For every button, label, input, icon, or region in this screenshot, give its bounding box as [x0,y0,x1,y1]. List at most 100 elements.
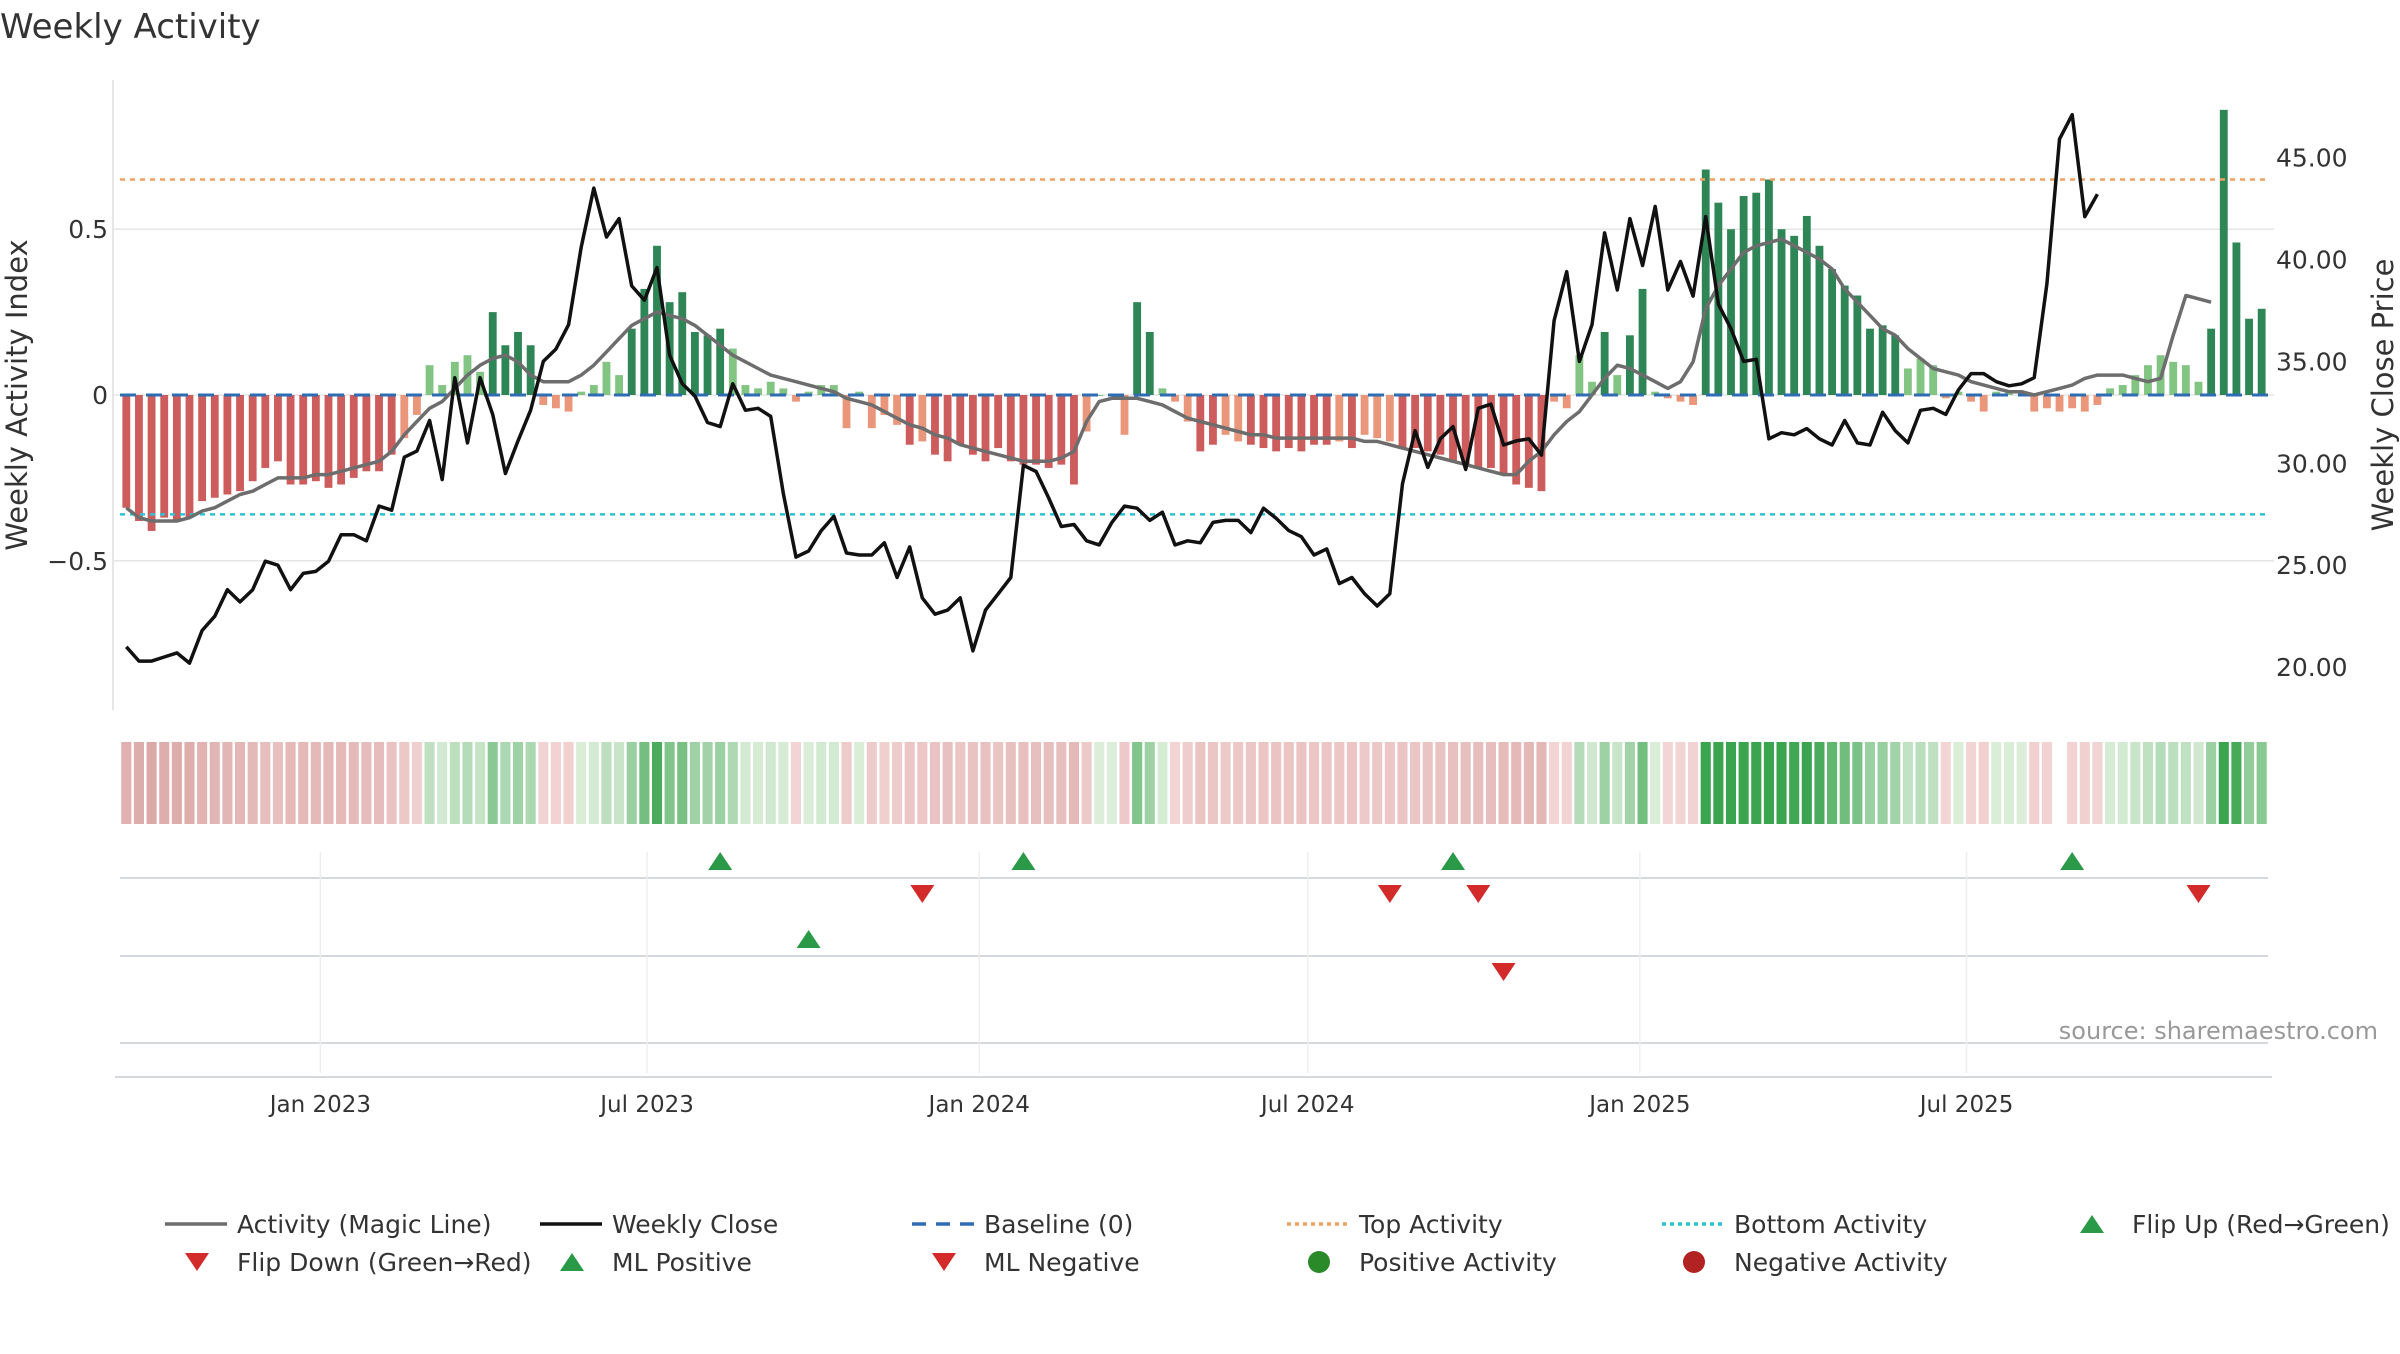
activity-bar [1727,229,1735,395]
heat-cell [955,742,966,824]
activity-bar [1360,395,1369,435]
y-right-tick-label: 35.00 [2276,347,2348,376]
chart-title: Weekly Activity [0,7,261,47]
heat-cell [121,742,132,824]
activity-bar [968,395,977,455]
heat-cell [1599,742,1610,824]
activity-bar [1828,269,1836,395]
heat-cell [727,742,738,824]
activity-bar [766,381,775,395]
heat-cell [2231,742,2242,824]
activity-bar [261,395,270,468]
heat-cell [993,742,1004,824]
activity-bar [1967,395,1975,402]
activity-bar [1941,395,1950,399]
heat-cell [917,742,928,824]
activity-bar [1891,335,1900,395]
heat-cell [1043,742,1054,824]
activity-bar [1651,391,1660,395]
flip-up-marker [1011,852,1036,870]
heat-cell [1182,742,1193,824]
heat-cell [2067,742,2078,824]
activity-bar [2068,395,2077,409]
heat-cell [942,742,953,824]
legend-label-ml-neg: ML Negative [984,1248,1140,1277]
y-right-tick-label: 45.00 [2276,143,2348,172]
heat-cell [171,742,182,824]
activity-bar [311,395,320,482]
activity-bar [1284,395,1293,449]
legend-label-neg-act: Negative Activity [1734,1248,1948,1277]
heat-cell [449,742,460,824]
heat-cell [1081,742,1092,824]
activity-bar [1398,395,1407,449]
legend-label-flip-up: Flip Up (Red→Green) [2132,1210,2390,1239]
heat-cell [133,742,145,824]
heat-cell [1094,742,1105,824]
y-left-tick-label: 0 [92,381,108,410]
activity-bar [1019,395,1028,465]
heat-cell [550,742,561,824]
activity-bar [1259,395,1268,449]
heat-cell [247,742,258,824]
heat-cell [1776,742,1787,824]
heat-cell [1119,742,1130,824]
activity-bar [1613,375,1622,395]
heat-cell [967,742,978,824]
activity-bar [1385,395,1394,442]
activity-bar [1739,196,1748,395]
activity-bar [905,395,914,445]
source-label: source: sharemaestro.com [2059,1017,2378,1045]
heat-cell [512,742,524,824]
legend-label-magic: Activity (Magic Line) [237,1210,491,1239]
heat-cell [841,742,852,824]
activity-bar [552,395,560,409]
heat-cell [778,742,789,824]
heat-cell [740,742,751,824]
heat-cell [2243,742,2255,824]
x-tick-label: Jul 2025 [1918,1092,2014,1118]
heat-cell [1536,742,1547,824]
heat-cell [1422,742,1433,824]
activity-bar [1335,395,1344,442]
activity-bar [1411,395,1420,449]
heat-cell [2218,742,2229,824]
activity-bar [1916,358,1925,395]
legend-label-ml-pos: ML Positive [612,1248,752,1277]
heat-cell [424,742,435,824]
y-left-tick-label: 0.5 [68,215,108,244]
activity-bar [1752,192,1761,395]
legend-swatch-flip-up [2080,1215,2104,1233]
flip-up-marker [708,852,733,870]
activity-bar [147,395,156,531]
heat-cell [2092,742,2103,824]
heat-cell [411,742,422,824]
activity-bar [1322,395,1331,445]
heat-cell [222,742,233,824]
activity-bar [413,395,421,415]
heat-cell [803,742,814,824]
activity-bar [539,395,548,405]
heat-cell [1624,742,1635,824]
activity-bar [1701,169,1710,395]
activity-bar [2257,308,2266,395]
activity-bar [2131,375,2140,395]
activity-bar [185,395,194,518]
activity-bar [299,395,308,485]
heat-cell [1561,742,1572,824]
heat-cell [1018,742,1029,824]
heat-cell [1738,742,1749,824]
ml-positive-marker [796,930,821,948]
activity-bar [1979,395,1988,412]
heat-cell [361,742,372,824]
activity-bar [842,395,851,429]
activity-bar [1790,235,1799,395]
activity-bar [703,335,712,395]
activity-bar [135,395,143,521]
heat-cell [462,742,473,824]
heat-cell [437,742,448,824]
activity-bar [577,391,586,395]
heat-cell [1308,742,1320,824]
heat-cell [866,742,877,824]
